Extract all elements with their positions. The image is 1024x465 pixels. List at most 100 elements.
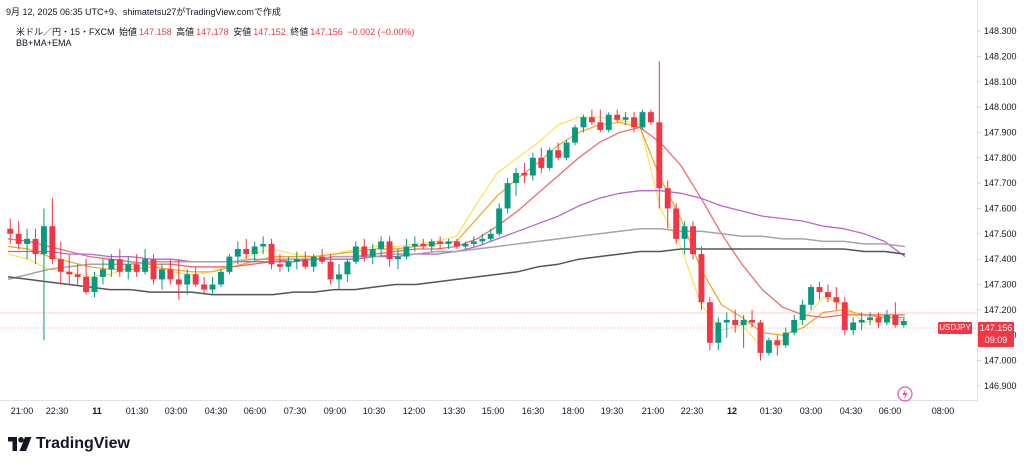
x-tick-label: 21:00 <box>11 406 34 416</box>
candle <box>715 317 722 351</box>
candle <box>420 238 427 250</box>
candle-body <box>378 241 385 250</box>
candle-body <box>116 259 123 272</box>
candle <box>378 236 385 257</box>
candle <box>614 109 621 123</box>
candle-body <box>277 264 283 267</box>
candle <box>411 236 418 252</box>
candle <box>234 241 241 265</box>
candle <box>664 180 671 229</box>
candle <box>386 236 393 267</box>
candle <box>588 109 595 125</box>
candle-body <box>108 259 115 270</box>
candle-body <box>622 117 629 120</box>
candle-body <box>824 292 831 298</box>
candle <box>799 299 806 326</box>
candle-body <box>386 241 393 260</box>
x-tick-label: 11 <box>92 406 102 416</box>
candle <box>580 114 587 133</box>
x-tick-label: 10:30 <box>363 406 386 416</box>
high-label: 高値 <box>176 27 195 37</box>
last-price-badge: 147.156 <box>978 322 1014 335</box>
candle <box>243 238 250 260</box>
low-value: 147.152 <box>253 27 286 37</box>
tradingview-wordmark: TradingView <box>36 435 130 452</box>
x-tick-label: 09:00 <box>324 406 347 416</box>
candle <box>867 312 874 326</box>
candle-body <box>740 319 747 326</box>
x-tick-label: 07:30 <box>284 406 307 416</box>
candle-body <box>91 276 98 293</box>
x-tick-label: 08:00 <box>932 406 955 416</box>
candle-body <box>49 226 56 260</box>
ema-fast-line <box>7 116 906 349</box>
candle-body <box>327 261 334 280</box>
candle-body <box>24 238 31 244</box>
candle-body <box>664 188 671 209</box>
candle-body <box>437 241 444 244</box>
y-tick-label: 148.200 <box>984 51 1017 61</box>
candle-body <box>690 226 696 255</box>
x-tick-label: 13:30 <box>443 406 466 416</box>
candle-body <box>159 269 165 280</box>
candle <box>74 264 81 285</box>
candle <box>850 317 857 336</box>
candle-body <box>201 284 208 290</box>
candle-body <box>66 271 73 275</box>
candle-body <box>605 114 612 130</box>
candle-body <box>656 122 663 189</box>
candle <box>108 254 115 277</box>
candle-body <box>218 271 224 285</box>
y-tick-label: 147.800 <box>984 153 1017 163</box>
candle-body <box>555 150 562 158</box>
candle-body <box>395 256 401 260</box>
candle <box>268 238 275 270</box>
candle-body <box>428 241 435 247</box>
tradingview-logo[interactable]: TradingView <box>8 434 130 454</box>
candle <box>184 269 191 295</box>
indicator-legend[interactable]: BB+MA+EMA <box>16 38 72 48</box>
candle-body <box>757 322 764 353</box>
symbol-label: 米ドル／円・15・FXCM <box>16 27 115 37</box>
candle <box>66 254 73 285</box>
x-tick-label: 12 <box>727 406 737 416</box>
price-axis-border <box>977 0 978 401</box>
candle-body <box>706 302 713 343</box>
candle-body <box>479 238 486 242</box>
candle-body <box>867 317 874 320</box>
candle-body <box>580 117 587 128</box>
candle <box>875 312 882 328</box>
candle <box>133 254 140 277</box>
candle <box>260 236 267 255</box>
candle <box>513 167 519 196</box>
candle <box>698 246 705 310</box>
candle-body <box>546 150 553 168</box>
x-tick-label: 06:00 <box>879 406 902 416</box>
candle <box>521 162 528 184</box>
candle <box>445 238 452 250</box>
y-tick-label: 147.300 <box>984 279 1017 289</box>
candle-body <box>352 246 359 262</box>
candle-body <box>133 264 140 272</box>
candle-body <box>268 243 275 265</box>
x-tick-label: 22:30 <box>46 406 69 416</box>
candle <box>437 236 444 250</box>
lightning-icon[interactable] <box>897 386 913 402</box>
candle <box>808 284 815 310</box>
x-tick-label: 01:30 <box>126 406 149 416</box>
candle <box>24 228 31 260</box>
candle <box>900 317 907 328</box>
candle <box>192 266 199 288</box>
plot-border-bottom <box>0 400 978 401</box>
candle <box>361 238 368 262</box>
candle-body <box>167 269 174 280</box>
candle-body <box>732 319 739 326</box>
x-tick-label: 03:00 <box>800 406 823 416</box>
candle <box>428 238 435 252</box>
candle-body <box>715 322 722 343</box>
candle-body <box>723 319 730 323</box>
candle <box>310 254 317 272</box>
candle <box>218 269 224 288</box>
candle <box>327 254 334 285</box>
